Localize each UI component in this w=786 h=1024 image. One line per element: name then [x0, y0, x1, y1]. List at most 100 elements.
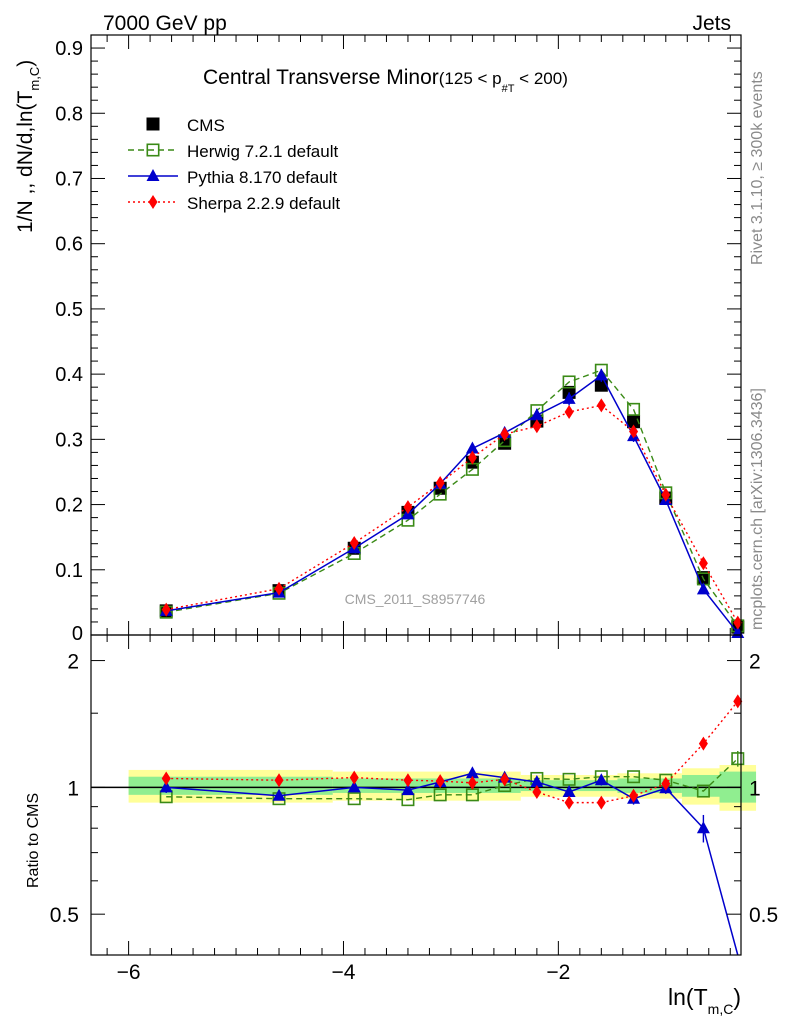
ratio-point [467, 775, 477, 790]
main-y-tick-labels: 0.1 0.2 0.3 0.4 0.5 0.6 0.7 0.8 0.9 0 [55, 38, 83, 645]
data-point [562, 391, 576, 404]
ratio-point [532, 785, 542, 800]
ratio-point [733, 694, 743, 709]
main-y-tick-label: 0.2 [55, 495, 83, 517]
main-y-ticks [91, 35, 741, 635]
ratio-frame [90, 634, 742, 956]
ratio-point [562, 785, 576, 798]
legend-label: Pythia 8.170 default [187, 168, 338, 187]
data-point [435, 476, 445, 491]
data-point [532, 419, 542, 434]
legend-marker [148, 195, 158, 209]
ratio-y-tick-label: 0.5 [50, 904, 79, 927]
ratio-series [159, 694, 745, 956]
x-tick-label: −4 [332, 961, 356, 984]
ratio-point [349, 770, 359, 785]
chart-title-range-prefix: (125 < p [439, 69, 502, 88]
ratio-point [403, 773, 413, 788]
chart-title: Central Transverse Minor(125 < p#T < 200… [203, 66, 568, 95]
series-line [166, 404, 739, 623]
ratio-point [696, 821, 710, 834]
ratio-point [629, 788, 639, 803]
series-line [166, 374, 739, 634]
main-y-axis-label: 1/N ,, dN/d,ln(Tm,C) [14, 60, 42, 233]
x-tick-label: −6 [117, 961, 141, 984]
main-y-tick-label: 0.8 [55, 103, 83, 125]
ratio-point [596, 795, 606, 810]
main-panel: CMS_2011_S8957746 0.10.20.30.40.50.60.70… [14, 34, 745, 645]
ratio-y-axis-label: Ratio to CMS [25, 793, 42, 888]
legend-item: Sherpa 2.2.9 default [128, 194, 340, 213]
ratio-ticks: 0.5 0.5 1 1 2 2 −6 −4 −2 [50, 635, 778, 984]
ratio-point [159, 780, 173, 793]
data-point [698, 556, 708, 571]
data-point [733, 615, 743, 630]
chart-title-range-suffix: < 200) [514, 69, 567, 88]
ratio-point [465, 766, 479, 779]
ratio-y-tick-label: 2 [67, 651, 79, 674]
legend-marker [146, 143, 160, 157]
data-point [500, 427, 510, 442]
main-y-tick-label: 0.5 [55, 299, 83, 321]
ratio-point [696, 784, 710, 798]
data-point [627, 415, 641, 429]
legend-marker [146, 117, 160, 131]
main-y-tick-label: 0.1 [55, 560, 83, 582]
data-point [274, 581, 284, 596]
data-point [465, 441, 479, 454]
ratio-y-tick-label-right: 0.5 [749, 904, 778, 927]
main-y-tick-label: 0.3 [55, 429, 83, 451]
x-tick-label: −2 [546, 961, 570, 984]
data-point [594, 368, 608, 381]
chart-title-main: Central Transverse Minor [203, 66, 439, 89]
data-point [629, 424, 639, 439]
ratio-point [161, 771, 171, 786]
ratio-line [166, 772, 739, 956]
rivet-version-label: Rivet 3.1.10, ≥ 300k events [749, 71, 766, 265]
data-point [564, 404, 574, 419]
series-line [166, 369, 739, 627]
data-point [627, 402, 641, 416]
ratio-point [698, 736, 708, 751]
legend-label: Herwig 7.2.1 default [187, 142, 338, 161]
data-point [661, 487, 671, 502]
x-axis-label: ln(Tm,C) [668, 984, 741, 1017]
legend-label: CMS [187, 116, 225, 135]
ratio-panel: 0.5 0.5 1 1 2 2 −6 −4 −2 Ratio to CMS ln(Tm,C) [25, 634, 778, 1017]
mcplots-label: mcplots.cern.ch [arXiv:1306.3436] [749, 388, 766, 630]
data-point [530, 408, 544, 421]
ratio-point [594, 773, 608, 786]
ratio-point [347, 792, 361, 806]
ratio-point [530, 774, 544, 787]
ratio-point [435, 774, 445, 789]
main-series [159, 363, 745, 639]
ratio-point [731, 752, 745, 766]
data-point [696, 582, 710, 595]
legend-item: Pythia 8.170 default [128, 168, 338, 187]
ratio-y-tick-label-right: 1 [749, 777, 761, 800]
ratio-series-sherpa [161, 694, 743, 810]
ratio-y-tick-label: 1 [67, 777, 79, 800]
data-point [596, 398, 606, 413]
ratio-point [564, 795, 574, 810]
ratio-point [627, 770, 641, 784]
category-label: Jets [692, 12, 731, 35]
ratio-point [401, 783, 415, 796]
ratio-point [274, 773, 284, 788]
data-point [161, 602, 171, 617]
ratio-point [272, 788, 286, 801]
legend-item: Herwig 7.2.1 default [128, 142, 338, 161]
legend-item: CMS [146, 116, 225, 135]
data-point [349, 536, 359, 551]
main-y-tick-label: 0.7 [55, 168, 83, 190]
data-point [467, 450, 477, 465]
ratio-point [347, 780, 361, 793]
main-y-tick-label-zero: 0 [72, 623, 83, 645]
legend-marker [146, 169, 160, 181]
series-sherpa [161, 398, 743, 630]
ratio-point [661, 776, 671, 791]
main-y-tick-label: 0.4 [55, 364, 83, 386]
data-point [403, 500, 413, 515]
chart-title-range-sub: #T [502, 83, 515, 95]
energy-label: 7000 GeV pp [103, 12, 227, 35]
